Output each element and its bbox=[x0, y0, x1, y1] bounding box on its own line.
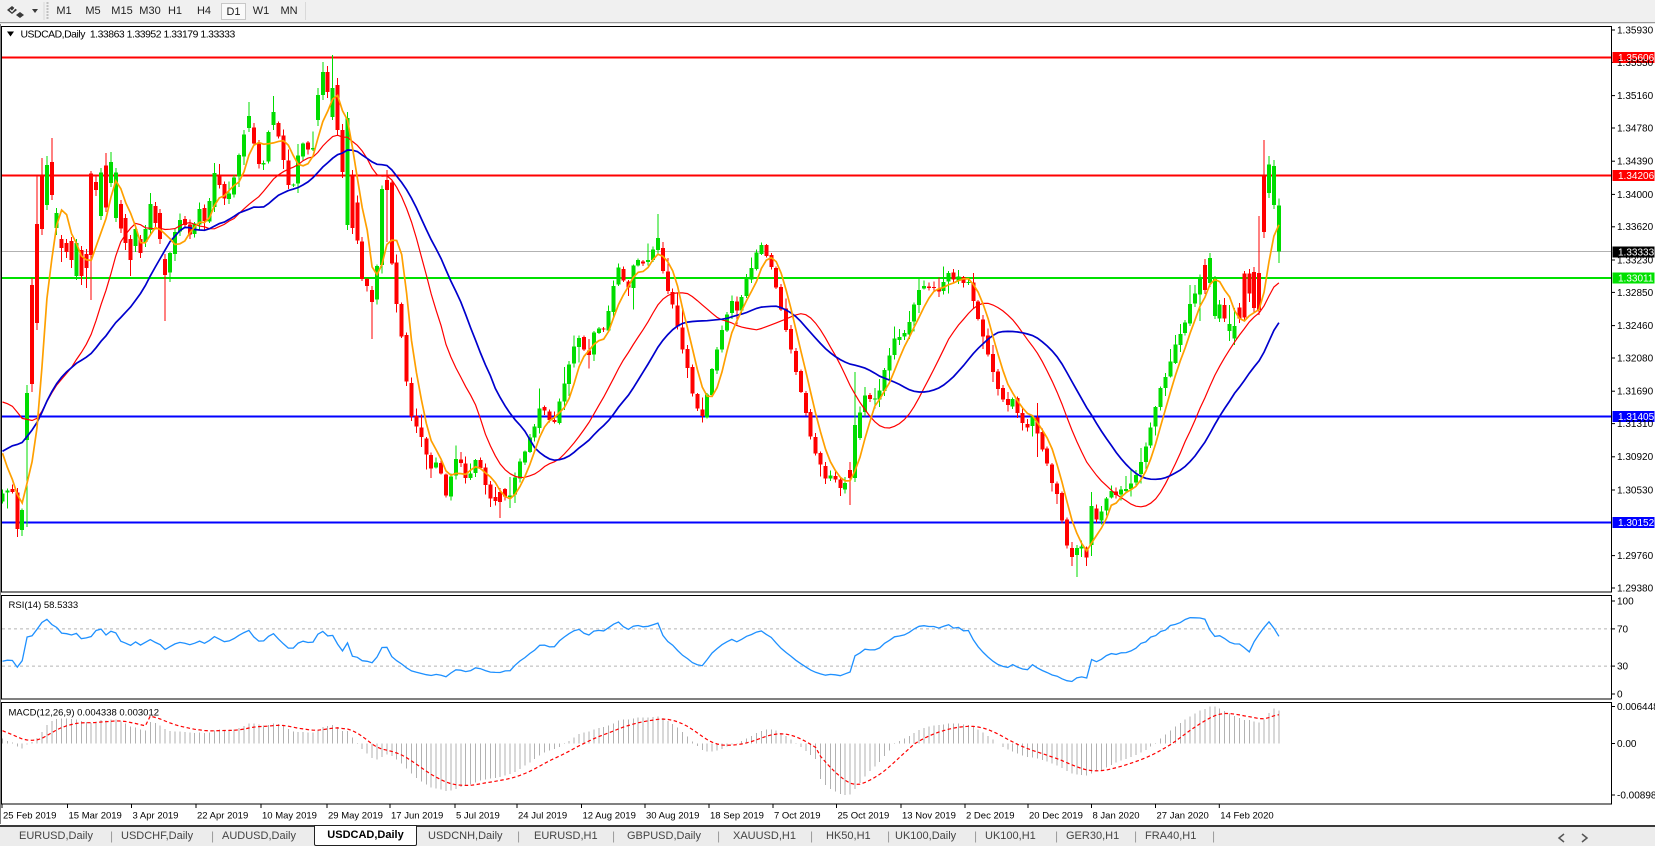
svg-text:-0.008982: -0.008982 bbox=[1617, 790, 1655, 801]
svg-text:18 Sep 2019: 18 Sep 2019 bbox=[710, 811, 764, 822]
svg-text:1.29380: 1.29380 bbox=[1617, 583, 1654, 594]
svg-text:1.31310: 1.31310 bbox=[1617, 419, 1654, 430]
svg-text:1.35606: 1.35606 bbox=[1618, 53, 1655, 64]
svg-text:13 Nov 2019: 13 Nov 2019 bbox=[902, 811, 956, 822]
svg-text:USDCAD,Daily 1.33863 1.33952: USDCAD,Daily 1.33863 1.33952 1.33179 1.3… bbox=[21, 30, 236, 41]
svg-text:0: 0 bbox=[1617, 689, 1623, 700]
svg-text:1.35930: 1.35930 bbox=[1617, 25, 1654, 36]
svg-text:30: 30 bbox=[1617, 662, 1629, 673]
svg-text:1.35160: 1.35160 bbox=[1617, 91, 1654, 102]
svg-text:1.33333: 1.33333 bbox=[1618, 247, 1655, 258]
svg-text:7 Oct 2019: 7 Oct 2019 bbox=[774, 811, 820, 822]
svg-text:1.30152: 1.30152 bbox=[1618, 518, 1655, 529]
svg-text:1.34000: 1.34000 bbox=[1617, 190, 1654, 201]
svg-text:10 May 2019: 10 May 2019 bbox=[262, 811, 317, 822]
svg-text:27 Jan 2020: 27 Jan 2020 bbox=[1157, 811, 1209, 822]
svg-text:5 Jul 2019: 5 Jul 2019 bbox=[456, 811, 500, 822]
svg-text:1.34206: 1.34206 bbox=[1618, 171, 1655, 182]
svg-text:1.32850: 1.32850 bbox=[1617, 288, 1654, 299]
svg-text:12 Aug 2019: 12 Aug 2019 bbox=[583, 811, 636, 822]
svg-text:1.29760: 1.29760 bbox=[1617, 551, 1654, 562]
svg-text:14 Feb 2020: 14 Feb 2020 bbox=[1220, 811, 1273, 822]
svg-text:1.31405: 1.31405 bbox=[1618, 412, 1655, 423]
svg-text:3 Apr 2019: 3 Apr 2019 bbox=[133, 811, 179, 822]
svg-text:1.30530: 1.30530 bbox=[1617, 485, 1654, 496]
svg-text:0.00: 0.00 bbox=[1617, 739, 1637, 750]
svg-text:MACD(12,26,9) 0.004338 0.00301: MACD(12,26,9) 0.004338 0.003012 bbox=[9, 708, 160, 719]
svg-text:22 Apr 2019: 22 Apr 2019 bbox=[197, 811, 248, 822]
svg-text:1.30920: 1.30920 bbox=[1617, 452, 1654, 463]
svg-text:15 Mar 2019: 15 Mar 2019 bbox=[69, 811, 122, 822]
svg-text:25 Feb 2019: 25 Feb 2019 bbox=[3, 811, 56, 822]
svg-text:1.31690: 1.31690 bbox=[1617, 387, 1654, 398]
svg-text:1.33620: 1.33620 bbox=[1617, 222, 1654, 233]
svg-text:70: 70 bbox=[1617, 624, 1629, 635]
svg-text:1.32080: 1.32080 bbox=[1617, 353, 1654, 364]
svg-text:1.34780: 1.34780 bbox=[1617, 123, 1654, 134]
svg-text:100: 100 bbox=[1617, 596, 1634, 607]
svg-text:RSI(14) 58.5333: RSI(14) 58.5333 bbox=[9, 600, 79, 611]
svg-text:25 Oct 2019: 25 Oct 2019 bbox=[838, 811, 890, 822]
svg-text:29 May 2019: 29 May 2019 bbox=[328, 811, 383, 822]
svg-text:1.33011: 1.33011 bbox=[1618, 273, 1654, 284]
svg-text:8 Jan 2020: 8 Jan 2020 bbox=[1093, 811, 1140, 822]
svg-text:1.32460: 1.32460 bbox=[1617, 321, 1654, 332]
svg-text:1.33230: 1.33230 bbox=[1617, 255, 1654, 266]
svg-text:1.34390: 1.34390 bbox=[1617, 157, 1654, 168]
svg-text:2 Dec 2019: 2 Dec 2019 bbox=[966, 811, 1015, 822]
svg-text:17 Jun 2019: 17 Jun 2019 bbox=[391, 811, 443, 822]
svg-text:20 Dec 2019: 20 Dec 2019 bbox=[1029, 811, 1083, 822]
svg-text:24 Jul 2019: 24 Jul 2019 bbox=[518, 811, 567, 822]
svg-text:30 Aug 2019: 30 Aug 2019 bbox=[646, 811, 699, 822]
svg-text:0.006448: 0.006448 bbox=[1617, 702, 1655, 713]
svg-text:1.35550: 1.35550 bbox=[1617, 58, 1654, 69]
